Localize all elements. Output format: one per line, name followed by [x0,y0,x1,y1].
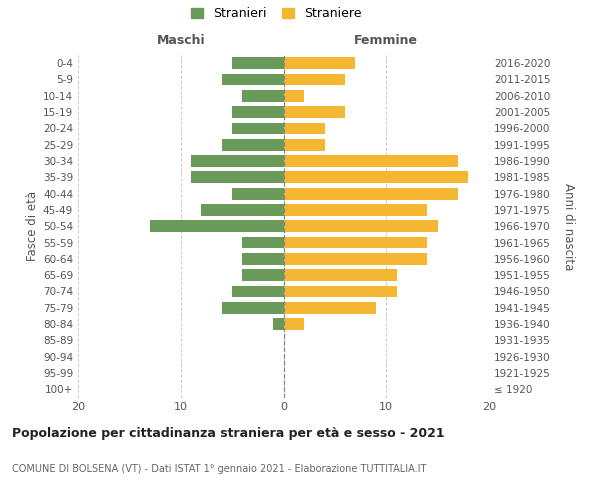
Y-axis label: Anni di nascita: Anni di nascita [562,182,575,270]
Text: Maschi: Maschi [157,34,205,48]
Bar [284,286,397,298]
Bar [284,155,458,167]
Text: Popolazione per cittadinanza straniera per età e sesso - 2021: Popolazione per cittadinanza straniera p… [12,428,445,440]
Bar [284,106,345,118]
Bar [242,253,284,264]
Bar [284,270,397,281]
Y-axis label: Fasce di età: Fasce di età [26,191,39,262]
Bar [284,139,325,150]
Bar [222,302,284,314]
Bar [284,188,458,200]
Bar [242,236,284,248]
Bar [202,204,284,216]
Bar [242,270,284,281]
Bar [150,220,284,232]
Bar [284,220,437,232]
Bar [273,318,284,330]
Bar [284,58,355,69]
Bar [232,188,284,200]
Bar [242,90,284,102]
Legend: Stranieri, Straniere: Stranieri, Straniere [191,7,361,20]
Bar [284,204,427,216]
Text: COMUNE DI BOLSENA (VT) - Dati ISTAT 1° gennaio 2021 - Elaborazione TUTTITALIA.IT: COMUNE DI BOLSENA (VT) - Dati ISTAT 1° g… [12,464,427,474]
Bar [284,122,325,134]
Bar [284,90,304,102]
Text: Femmine: Femmine [354,34,418,48]
Bar [222,139,284,150]
Bar [284,253,427,264]
Bar [284,172,469,183]
Bar [232,286,284,298]
Bar [232,58,284,69]
Bar [222,74,284,86]
Bar [284,302,376,314]
Bar [232,122,284,134]
Bar [284,318,304,330]
Bar [284,236,427,248]
Bar [232,106,284,118]
Bar [191,155,284,167]
Bar [191,172,284,183]
Bar [284,74,345,86]
